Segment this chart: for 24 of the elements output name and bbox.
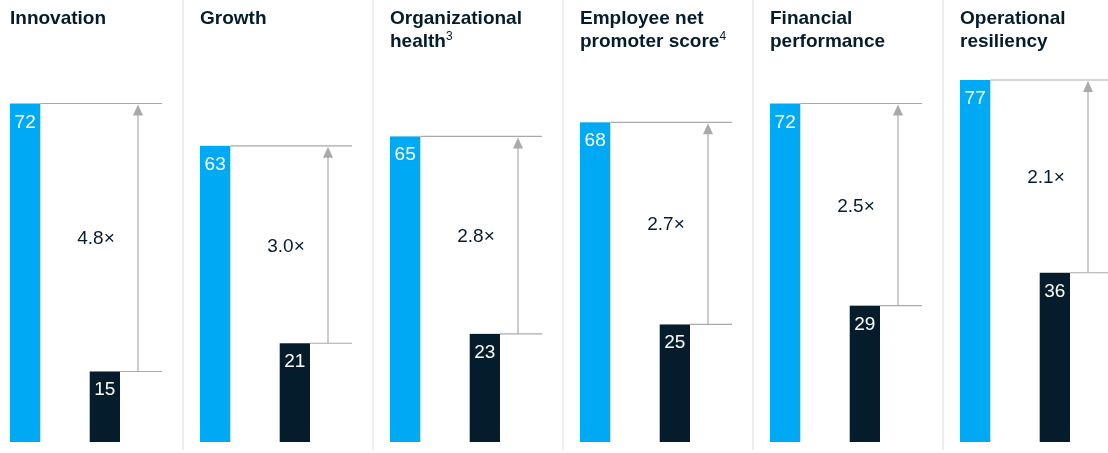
data-label: 72	[14, 110, 36, 132]
annotation: 4.8×	[77, 227, 115, 249]
annotation: 2.5×	[837, 194, 875, 216]
data-label: 23	[474, 340, 496, 362]
data-label: 72	[774, 110, 796, 132]
data-label: 36	[1044, 279, 1066, 301]
chart-title: Operational resiliency	[960, 7, 1066, 51]
data-label: 77	[964, 87, 986, 108]
data-label: 25	[664, 331, 686, 353]
annotation: 3.0×	[267, 234, 305, 256]
data-label: 29	[854, 312, 876, 334]
chart-title: Innovation	[10, 7, 107, 28]
data-label: 65	[394, 143, 416, 165]
data-label: 68	[584, 129, 606, 151]
data-label: 63	[204, 152, 226, 174]
annotation: 2.1×	[1027, 166, 1065, 188]
chart-title: Financial performance	[770, 7, 886, 51]
chart-title: Organizational health$^{3}$	[390, 7, 522, 51]
chart-title: Growth	[200, 7, 267, 28]
annotation: 2.8×	[457, 225, 495, 247]
data-label: 15	[94, 378, 116, 400]
annotation: 2.7×	[647, 213, 685, 235]
data-label: 21	[284, 350, 306, 372]
chart-title: Employee net promoter score$^{4}$	[580, 7, 727, 51]
